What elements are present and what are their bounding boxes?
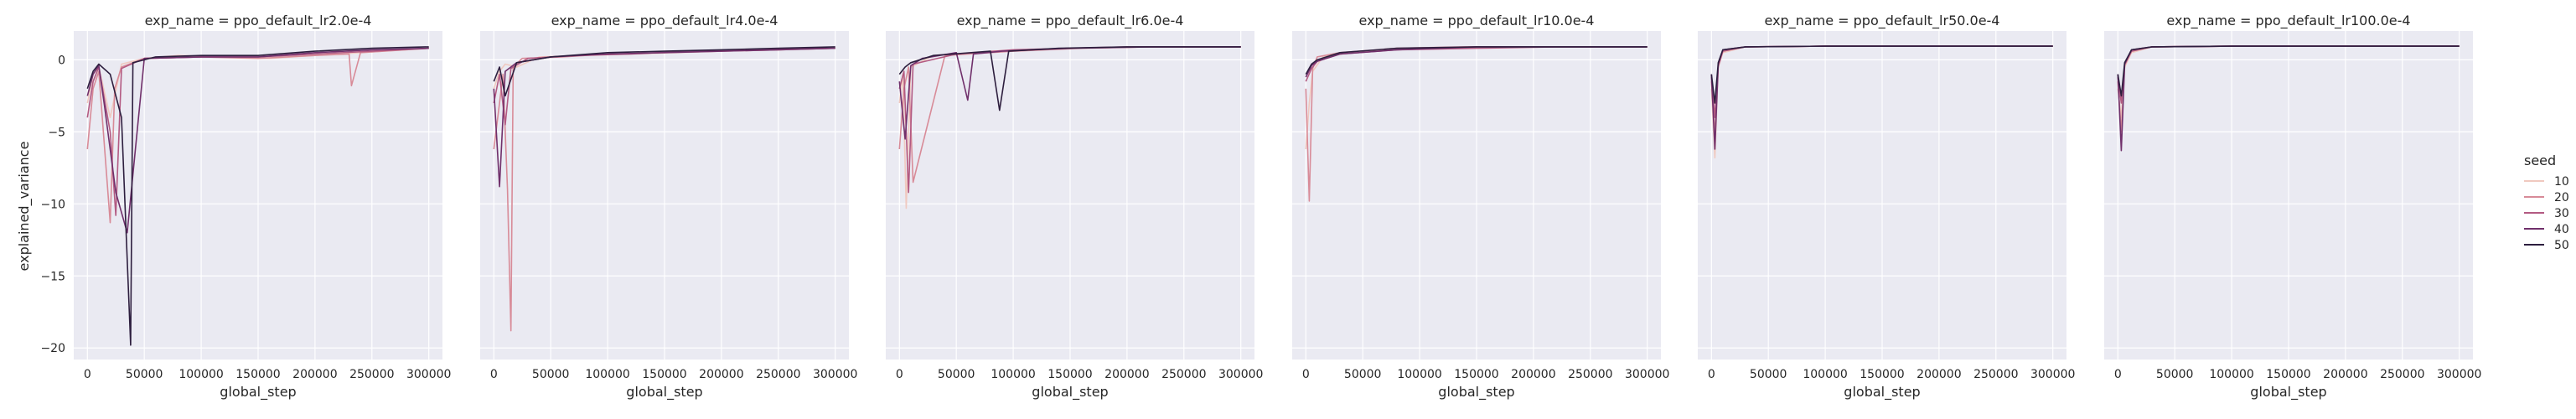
x-tick-label: 0	[896, 368, 903, 381]
x-tick-label: 0	[490, 368, 498, 381]
x-tick-label: 250000	[756, 368, 800, 381]
x-tick-label: 50000	[1750, 368, 1787, 381]
x-tick-label: 50000	[1344, 368, 1382, 381]
x-tick-label: 300000	[813, 368, 857, 381]
series-line-40	[493, 47, 835, 188]
series-line-50	[898, 46, 1241, 111]
x-tick-label: 250000	[1973, 368, 2018, 381]
x-tick-label: 0	[1708, 368, 1715, 381]
x-tick-label: 250000	[1161, 368, 1206, 381]
x-tick-label: 100000	[1397, 368, 1441, 381]
x-tick-label: 0	[84, 368, 91, 381]
y-tick-label: −15	[40, 270, 65, 283]
panel-3: exp_name = ppo_default_lr6.0e-4 0 50000 100…	[886, 13, 1263, 401]
panel-6: exp_name = ppo_default_lr100.0e-4 0 50000 1…	[2104, 13, 2481, 401]
x-tick-label: 100000	[178, 368, 223, 381]
x-tick-label: 50000	[532, 368, 570, 381]
x-axis-label: global_step	[1032, 384, 1108, 401]
x-tick-label: 50000	[2156, 368, 2194, 381]
legend-label-50: 50	[2554, 239, 2569, 252]
panel-title: exp_name = ppo_default_lr100.0e-4	[2166, 13, 2410, 29]
series-line-50	[2117, 45, 2460, 97]
x-tick-label: 300000	[1218, 368, 1263, 381]
panel-title: exp_name = ppo_default_lr50.0e-4	[1765, 13, 2000, 29]
x-tick-label: 50000	[938, 368, 975, 381]
x-tick-label: 300000	[2030, 368, 2075, 381]
panel-5: exp_name = ppo_default_lr50.0e-4 0 50000 10…	[1698, 13, 2075, 401]
panel-1: exp_name = ppo_default_lr2.0e-4 0 50000 100…	[40, 13, 451, 401]
x-tick-label: 100000	[991, 368, 1035, 381]
x-tick-label: 150000	[642, 368, 686, 381]
y-tick-label: −10	[40, 198, 65, 211]
x-tick-label: 0	[1302, 368, 1310, 381]
y-tick-label: −20	[40, 342, 65, 355]
x-tick-label: 100000	[585, 368, 629, 381]
y-tick-label: 0	[58, 54, 65, 67]
x-tick-label: 150000	[1454, 368, 1498, 381]
series-line-50	[1710, 45, 2053, 104]
x-tick-label: 200000	[699, 368, 743, 381]
series-line-40	[86, 47, 429, 234]
x-axis-label: global_step	[2250, 384, 2326, 401]
x-tick-label: 200000	[2323, 368, 2367, 381]
x-tick-label: 300000	[1625, 368, 1669, 381]
x-tick-label: 200000	[1916, 368, 1961, 381]
series-line-50	[86, 46, 429, 346]
x-tick-label: 200000	[1104, 368, 1149, 381]
x-tick-label: 250000	[2380, 368, 2424, 381]
panel-title: exp_name = ppo_default_lr4.0e-4	[551, 13, 778, 29]
x-tick-label: 200000	[292, 368, 337, 381]
x-tick-label: 150000	[235, 368, 280, 381]
panel-title: exp_name = ppo_default_lr6.0e-4	[957, 13, 1184, 29]
legend-label-30: 30	[2554, 207, 2569, 220]
x-tick-label: 250000	[1568, 368, 1612, 381]
x-tick-label: 200000	[1511, 368, 1555, 381]
y-tick-label: −5	[48, 126, 65, 139]
x-axis-label: global_step	[1844, 384, 1920, 401]
x-tick-label: 50000	[126, 368, 163, 381]
x-tick-label: 100000	[1803, 368, 1847, 381]
x-tick-label: 100000	[2209, 368, 2253, 381]
x-tick-label: 150000	[1047, 368, 1092, 381]
legend-label-10: 10	[2554, 175, 2569, 189]
panel-title: exp_name = ppo_default_lr2.0e-4	[145, 13, 372, 29]
chart-panels: exp_name = ppo_default_lr2.0e-4 0 50000 100…	[40, 13, 2481, 401]
x-axis-label: global_step	[220, 384, 296, 401]
panel-4: exp_name = ppo_default_lr10.0e-4 0 50000 10…	[1292, 13, 1669, 401]
x-tick-label: 0	[2114, 368, 2122, 381]
x-tick-label: 150000	[2266, 368, 2310, 381]
panel-2: exp_name = ppo_default_lr4.0e-4 0 50000 100…	[480, 13, 857, 401]
x-tick-label: 150000	[1860, 368, 1904, 381]
x-tick-label: 250000	[349, 368, 394, 381]
x-tick-label: 300000	[2437, 368, 2481, 381]
x-tick-label: 300000	[406, 368, 451, 381]
x-axis-label: global_step	[626, 384, 702, 401]
legend-label-40: 40	[2554, 223, 2569, 236]
x-axis-label: global_step	[1438, 384, 1514, 401]
panel-title: exp_name = ppo_default_lr10.0e-4	[1359, 13, 1595, 29]
legend-title: seed	[2524, 153, 2556, 168]
legend: seed 10 20 30 40 50	[2524, 153, 2569, 252]
series-line-50	[1305, 46, 1648, 75]
series-line-50	[493, 46, 835, 97]
legend-label-20: 20	[2554, 191, 2569, 204]
y-axis-label: explained_variance	[16, 142, 33, 272]
